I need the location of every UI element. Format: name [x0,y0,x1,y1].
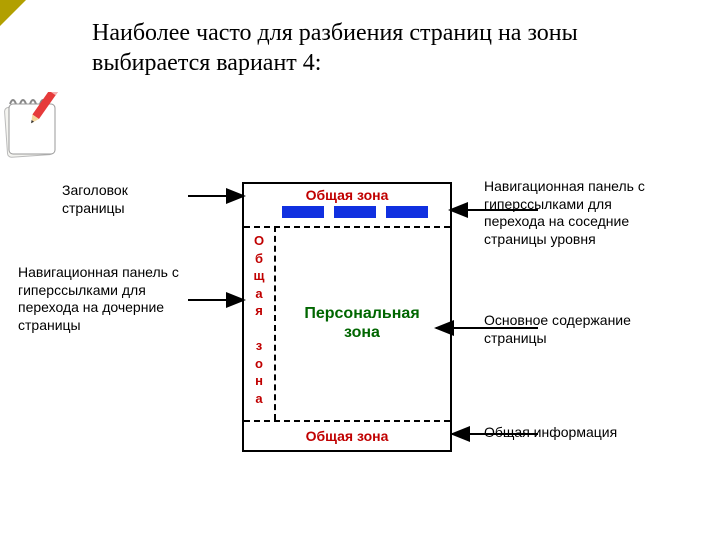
callout-header: Заголовок страницы [62,182,192,217]
callout-common-info: Общая информация [484,424,704,442]
slide-corner-accent [0,0,26,26]
top-nav-blocks [282,206,428,218]
bottom-common-zone-label: Общая зона [244,428,450,444]
personal-zone-label: Персональная зона [274,304,450,342]
top-common-zone-label: Общая зона [244,187,450,203]
callout-main-content: Основное содержание страницы [484,312,704,347]
page-zones-diagram: Общая зона О б щ а я з о н а Персональна… [242,182,452,452]
callout-child-nav: Навигационная панель с гиперссылками для… [18,264,228,334]
notepad-icon [2,92,64,162]
left-common-zone-label: О б щ а я з о н а [250,232,268,407]
slide-title: Наиболее часто для разбиения страниц на … [92,18,690,78]
dashed-separator-bottom [244,420,450,422]
callout-sibling-nav: Навигационная панель с гиперссылками для… [484,178,704,248]
